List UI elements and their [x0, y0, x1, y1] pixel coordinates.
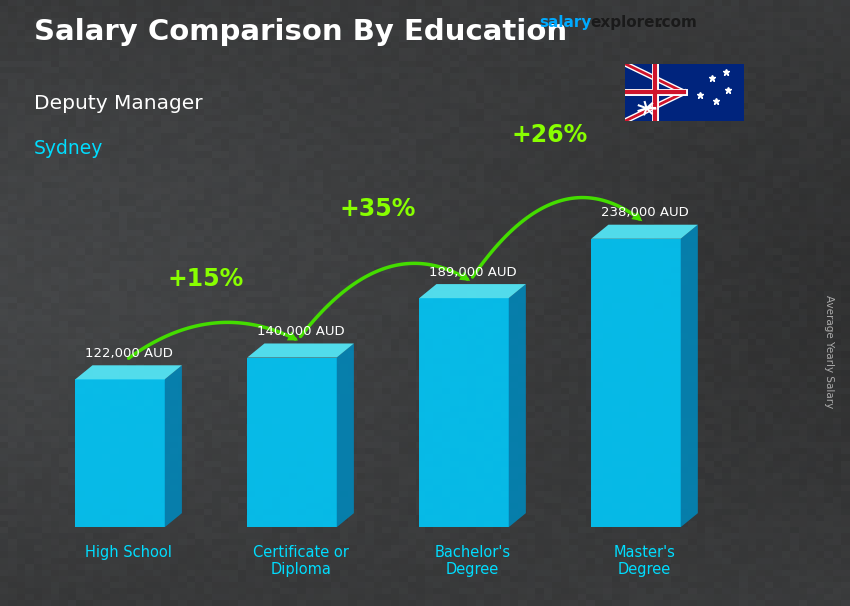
Polygon shape: [419, 298, 508, 527]
Text: 140,000 AUD: 140,000 AUD: [257, 325, 344, 338]
Polygon shape: [247, 344, 354, 358]
Text: Salary Comparison By Education: Salary Comparison By Education: [34, 18, 567, 46]
Text: Sydney: Sydney: [34, 139, 104, 158]
Polygon shape: [592, 225, 698, 239]
Polygon shape: [76, 365, 182, 379]
Text: High School: High School: [85, 545, 172, 560]
Text: 189,000 AUD: 189,000 AUD: [428, 266, 516, 279]
Polygon shape: [592, 239, 681, 527]
Text: Certificate or
Diploma: Certificate or Diploma: [252, 545, 348, 577]
Text: Master's
Degree: Master's Degree: [614, 545, 676, 577]
Text: +15%: +15%: [167, 267, 244, 291]
Polygon shape: [508, 284, 526, 527]
Text: +35%: +35%: [340, 197, 416, 221]
Polygon shape: [681, 225, 698, 527]
Text: Deputy Manager: Deputy Manager: [34, 94, 202, 113]
Polygon shape: [419, 284, 526, 298]
Text: Bachelor's
Degree: Bachelor's Degree: [434, 545, 511, 577]
Polygon shape: [165, 365, 182, 527]
Polygon shape: [247, 358, 337, 527]
Text: +26%: +26%: [512, 124, 588, 147]
Polygon shape: [337, 344, 354, 527]
Text: Average Yearly Salary: Average Yearly Salary: [824, 295, 834, 408]
Text: salary: salary: [540, 15, 592, 30]
Text: 238,000 AUD: 238,000 AUD: [601, 207, 688, 219]
Polygon shape: [76, 379, 165, 527]
Text: explorer: explorer: [591, 15, 663, 30]
Text: 122,000 AUD: 122,000 AUD: [85, 347, 173, 360]
Text: .com: .com: [656, 15, 697, 30]
